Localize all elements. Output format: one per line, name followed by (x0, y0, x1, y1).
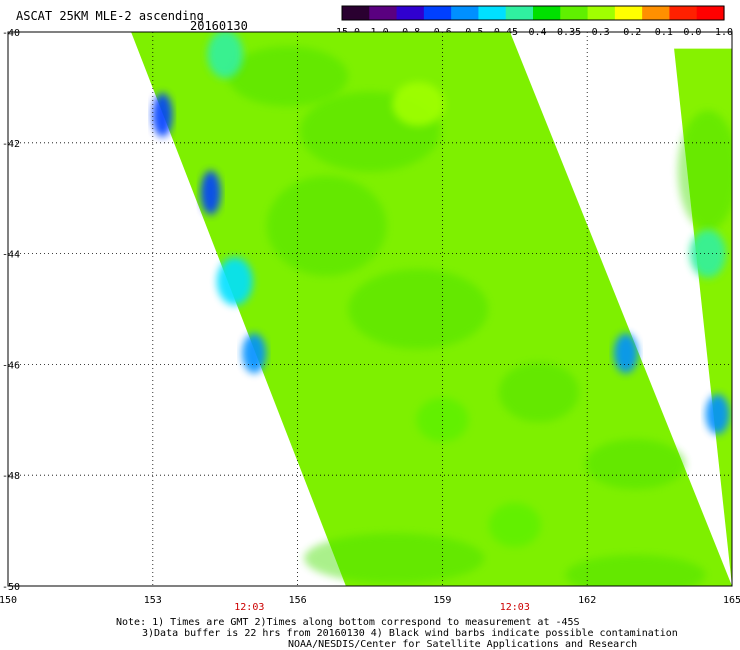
plot-frame (7, 31, 733, 587)
colorbar-swatch (451, 6, 480, 20)
x-tick-label: 150 (0, 595, 17, 606)
colorbar-swatch (614, 6, 643, 20)
swath-layer (131, 32, 732, 586)
footnote: Note: 1) Times are GMT 2)Times along bot… (116, 617, 678, 650)
x-tick-label: 159 (433, 595, 451, 606)
field-texture (498, 362, 579, 423)
feature-blob (613, 333, 638, 374)
colorbar-frame (341, 5, 725, 21)
colorbar-swatch (369, 6, 398, 20)
y-tick-label: -40 (2, 28, 20, 39)
chart-date: 20160130 (190, 19, 248, 33)
feature-blob (416, 397, 469, 442)
colorbar-swatch (587, 6, 616, 20)
x-tick-label: 165 (723, 595, 740, 606)
feature-blob (689, 229, 726, 278)
colorbar-swatch (533, 6, 561, 20)
field-texture (585, 439, 686, 490)
colorbar-swatch (560, 6, 589, 20)
y-tick-label: -44 (2, 250, 20, 261)
feature-blob (705, 394, 730, 435)
field-texture (266, 175, 387, 276)
feature-blob (152, 93, 173, 138)
colorbar-swatch (342, 6, 370, 20)
field-texture (565, 554, 706, 586)
field-texture (348, 269, 489, 349)
y-tick-label: -48 (2, 471, 20, 482)
feature-blob (207, 32, 244, 79)
feature-blob (200, 170, 221, 215)
colorbar-swatch (669, 6, 698, 20)
colorbar-swatch (642, 6, 671, 20)
field-texture (304, 533, 485, 584)
axes: 150 153 156 159 162 165 -40 -42 -44 -46 -48 -50 12:0… (0, 28, 740, 613)
footnote-line-3: NOAA/NESDIS/Center for Satellite Applica… (288, 639, 637, 650)
x-tick-label: 156 (289, 595, 307, 606)
time-label: 12:03 (500, 602, 530, 613)
colorbar-swatch (478, 6, 507, 20)
y-tick-label: -42 (2, 139, 20, 150)
y-tick-label: -50 (2, 582, 20, 593)
colorbar-swatch (396, 6, 425, 20)
y-tick-label: -46 (2, 360, 20, 371)
colorbar-swatch (696, 6, 725, 20)
x-tick-label: 162 (578, 595, 596, 606)
chart-title: ASCAT 25KM MLE-2 ascending (16, 9, 204, 23)
colorbar-swatch (423, 6, 452, 20)
x-tick-label: 153 (144, 595, 162, 606)
footnote-line-1: Note: 1) Times are GMT 2)Times along bot… (116, 617, 580, 628)
field-texture (227, 46, 348, 107)
footnote-line-2: 3)Data buffer is 22 hrs from 20160130 4)… (142, 628, 678, 639)
feature-blob (392, 82, 445, 127)
time-label: 12:03 (234, 602, 264, 613)
feature-blob (242, 333, 267, 374)
feature-blob (488, 503, 541, 548)
field-texture (677, 110, 732, 231)
colorbar-swatch (505, 6, 534, 20)
grid-lines (8, 32, 732, 586)
feature-blob (216, 257, 253, 306)
